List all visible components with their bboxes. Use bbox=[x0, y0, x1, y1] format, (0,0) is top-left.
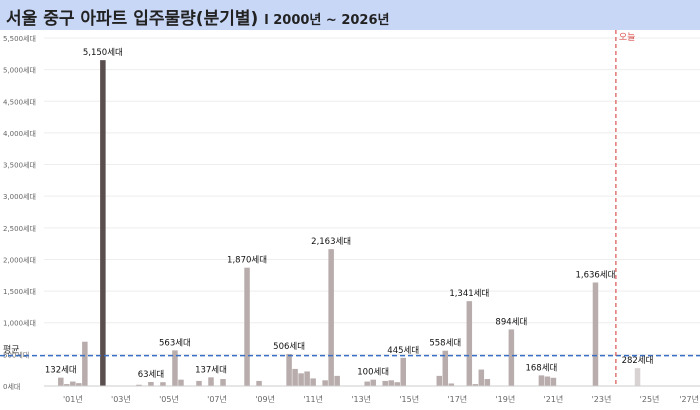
bar bbox=[436, 375, 443, 386]
bar bbox=[70, 381, 76, 386]
data-label: 894세대 bbox=[495, 317, 527, 327]
bar bbox=[400, 357, 406, 386]
bar bbox=[634, 368, 641, 386]
x-tick-label: '03년 bbox=[111, 394, 131, 404]
bar bbox=[292, 368, 298, 386]
y-axis: 0세대500세대1,000세대1,500세대2,000세대2,500세대3,00… bbox=[3, 34, 36, 391]
bar bbox=[466, 301, 473, 386]
bar bbox=[382, 380, 388, 386]
y-tick-label: 5,000세대 bbox=[3, 66, 36, 75]
bar bbox=[478, 369, 485, 386]
x-tick-label: '25년 bbox=[640, 394, 660, 404]
bar bbox=[448, 383, 455, 386]
bar bbox=[100, 60, 106, 387]
x-tick-label: '07년 bbox=[207, 394, 227, 404]
y-tick-label: 5,500세대 bbox=[3, 34, 36, 43]
data-label: 1,636세대 bbox=[575, 270, 615, 280]
y-tick-label: 0세대 bbox=[3, 382, 20, 391]
y-tick-label: 3,000세대 bbox=[3, 192, 36, 201]
bar bbox=[388, 380, 394, 386]
bar bbox=[310, 378, 316, 386]
data-label: 5,150세대 bbox=[83, 48, 123, 58]
data-label: 137세대 bbox=[195, 365, 227, 375]
bar bbox=[76, 383, 82, 386]
bar bbox=[178, 379, 184, 386]
bar bbox=[484, 379, 491, 386]
bar bbox=[592, 282, 599, 386]
y-tick-label: 2,000세대 bbox=[3, 255, 36, 264]
data-label: 2,163세대 bbox=[311, 237, 351, 247]
bar bbox=[136, 384, 142, 386]
average-label: 평균 bbox=[3, 345, 20, 356]
data-label: 558세대 bbox=[429, 339, 461, 349]
bar bbox=[538, 375, 545, 386]
data-label: 1,870세대 bbox=[227, 256, 267, 266]
bar bbox=[298, 373, 304, 386]
x-tick-label: '01년 bbox=[63, 394, 83, 404]
x-tick-label: '19년 bbox=[495, 394, 515, 404]
data-label: 63세대 bbox=[138, 370, 164, 380]
bar bbox=[196, 380, 202, 386]
bar bbox=[550, 377, 557, 386]
data-labels: 132세대 5,150세대 63세대 563세대 137세대 1,870세대 506세대 2,… bbox=[45, 48, 654, 380]
x-tick-label: '13년 bbox=[351, 394, 371, 404]
x-tick-label: '05년 bbox=[159, 394, 179, 404]
chart-title: 서울 중구 아파트 입주물량(분기별) bbox=[6, 9, 259, 29]
x-tick-label: '21년 bbox=[544, 394, 564, 404]
data-label: 563세대 bbox=[159, 338, 191, 348]
gridlines bbox=[44, 37, 700, 387]
y-tick-label: 1,500세대 bbox=[3, 287, 36, 296]
bar bbox=[220, 379, 226, 386]
bar bbox=[334, 375, 340, 386]
bar bbox=[508, 329, 515, 386]
x-axis: '01년 '03년 '05년 '07년 '09년 '11년 '13년 '15년 '17년 '19년… bbox=[44, 385, 700, 404]
bar bbox=[64, 384, 70, 386]
reference-lines: 평균 오늘 bbox=[0, 30, 700, 386]
y-tick-label: 4,500세대 bbox=[3, 97, 36, 106]
x-tick-label: '17년 bbox=[447, 394, 467, 404]
data-label: 168세대 bbox=[525, 363, 557, 373]
x-tick-label: '23년 bbox=[592, 394, 612, 404]
x-tick-label: '27년 bbox=[679, 394, 699, 404]
chart-subtitle: l 2000년 ~ 2026년 bbox=[264, 13, 390, 28]
data-label: 506세대 bbox=[273, 342, 305, 352]
bar bbox=[208, 377, 214, 386]
data-label: 282세대 bbox=[622, 356, 654, 366]
data-label: 100세대 bbox=[357, 368, 389, 378]
title-bar: 서울 중구 아파트 입주물량(분기별) l 2000년 ~ 2026년 bbox=[0, 0, 700, 30]
data-label: 1,341세대 bbox=[449, 289, 489, 299]
bar bbox=[148, 382, 154, 386]
bar bbox=[394, 382, 400, 386]
bar bbox=[544, 376, 551, 386]
bar bbox=[58, 377, 64, 386]
y-tick-label: 3,500세대 bbox=[3, 161, 36, 170]
bar bbox=[256, 380, 262, 386]
bar bbox=[322, 380, 328, 386]
bar bbox=[442, 350, 449, 386]
bar bbox=[364, 381, 370, 386]
bar bbox=[286, 353, 292, 386]
bar bbox=[244, 267, 250, 386]
data-label: 445세대 bbox=[387, 346, 419, 356]
bar bbox=[472, 384, 479, 386]
y-tick-label: 1,000세대 bbox=[3, 319, 36, 328]
bar bbox=[172, 350, 178, 386]
y-tick-label: 2,500세대 bbox=[3, 224, 36, 233]
bar bbox=[160, 382, 166, 386]
data-label: 132세대 bbox=[45, 366, 77, 376]
bar bbox=[82, 341, 88, 386]
bar bbox=[328, 249, 334, 386]
chart-title-row: 서울 중구 아파트 입주물량(분기별) l 2000년 ~ 2026년 bbox=[6, 4, 389, 29]
bar bbox=[370, 379, 376, 386]
bars bbox=[58, 60, 641, 387]
y-tick-label: 4,000세대 bbox=[3, 129, 36, 138]
x-tick-label: '15년 bbox=[399, 394, 419, 404]
x-tick-label: '09년 bbox=[255, 394, 275, 404]
bar-chart: 0세대500세대1,000세대1,500세대2,000세대2,500세대3,00… bbox=[0, 30, 700, 404]
x-tick-label: '11년 bbox=[303, 394, 323, 404]
today-label: 오늘 bbox=[619, 32, 636, 43]
bar bbox=[304, 371, 310, 386]
